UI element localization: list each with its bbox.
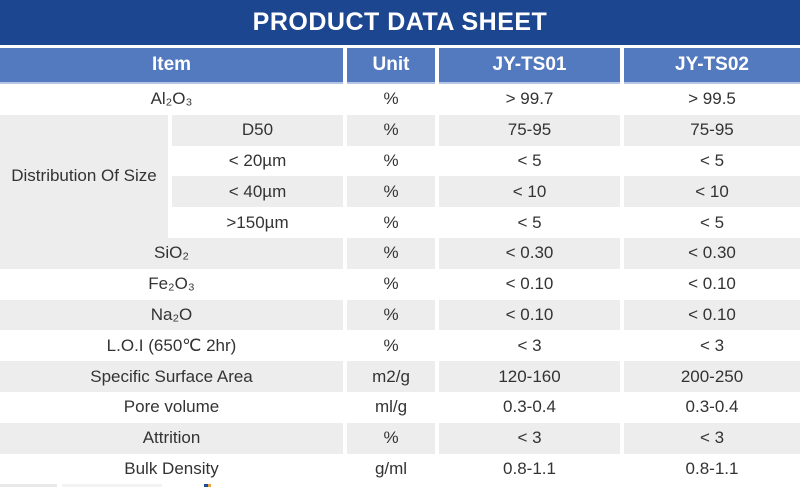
table-row: < 20µm % < 5 < 5 xyxy=(0,145,800,177)
table-row: Pore volume ml/g 0.3-0.4 0.3-0.4 xyxy=(0,391,800,423)
value-cell-ts01: < 3 xyxy=(437,422,625,454)
table-row: Bulk Density g/ml 0.8-1.1 0.8-1.1 xyxy=(0,453,800,485)
value-cell-ts02: < 5 xyxy=(699,212,725,232)
value-cell-ts01: 0.3-0.4 xyxy=(437,391,625,423)
table-row: SiO₂ % < 0.30 < 0.30 xyxy=(0,237,800,269)
unit-cell: m2/g xyxy=(345,361,440,392)
unit-cell: % xyxy=(345,299,440,331)
logo-speck xyxy=(208,484,211,487)
table-row: Fe₂O₃ % < 0.10 < 0.10 xyxy=(0,268,800,300)
column-header-item: Item xyxy=(0,48,348,84)
value-cell-ts01: < 3 xyxy=(437,330,625,362)
unit-cell: % xyxy=(345,145,440,177)
value-cell-ts01: 120-160 xyxy=(437,361,625,392)
value-cell-ts01: 75-95 xyxy=(437,114,625,146)
value-cell-ts01: < 5 xyxy=(437,145,625,177)
page-title: PRODUCT DATA SHEET xyxy=(252,8,548,36)
value-cell-ts02: < 3 xyxy=(699,335,725,355)
item-cell: SiO₂ xyxy=(0,237,348,269)
table-row: Attrition % < 3 < 3 xyxy=(0,422,800,454)
item-cell: Na₂O xyxy=(0,299,348,331)
value-cell-ts01: < 0.10 xyxy=(437,299,625,331)
unit-cell: % xyxy=(345,268,440,300)
table-row: Specific Surface Area m2/g 120-160 200-2… xyxy=(0,361,800,392)
unit-cell: % xyxy=(345,114,440,146)
logo-speck xyxy=(204,484,208,487)
item-cell: Pore volume xyxy=(0,391,348,423)
item-cell: L.O.I (650℃ 2hr) xyxy=(0,330,348,362)
value-cell-ts02: 75-95 xyxy=(622,114,800,146)
table-row: Na₂O % < 0.10 < 0.10 xyxy=(0,299,800,331)
group-cell-distribution: Distribution Of Size xyxy=(0,114,172,238)
value-cell-ts02: > 99.5 xyxy=(688,89,736,109)
unit-cell: % xyxy=(345,237,440,269)
table-row: L.O.I (650℃ 2hr) % < 3 < 3 xyxy=(0,330,800,362)
unit-cell: g/ml xyxy=(345,453,440,485)
spec-table: Item Unit JY-TS01 JY-TS02 Al₂O₃ % > 99.7… xyxy=(0,48,800,485)
item-cell: Attrition xyxy=(0,422,348,454)
unit-cell: % xyxy=(345,330,440,362)
item-cell: Al₂O₃ xyxy=(0,83,348,115)
item-cell: Fe₂O₃ xyxy=(0,268,348,300)
unit-cell: % xyxy=(345,83,440,115)
table-row: < 40µm % < 10 < 10 xyxy=(0,176,800,208)
value-cell-ts01: > 99.7 xyxy=(437,83,625,115)
value-cell-ts01: < 5 xyxy=(437,207,625,238)
item-cell: Bulk Density xyxy=(0,453,348,485)
value-cell-ts02: < 5 xyxy=(699,150,725,170)
title-bar: PRODUCT DATA SHEET xyxy=(0,0,800,45)
value-cell-ts02: 0.8-1.1 xyxy=(685,458,739,478)
column-header-ts02: JY-TS02 xyxy=(622,48,800,84)
value-cell-ts02: < 0.30 xyxy=(622,237,800,269)
value-cell-ts01: 0.8-1.1 xyxy=(437,453,625,485)
column-header-unit: Unit xyxy=(345,48,440,84)
unit-cell: ml/g xyxy=(345,391,440,423)
sub-item-cell: < 40µm xyxy=(170,176,348,208)
sub-item-cell: >150µm xyxy=(170,207,348,238)
next-row-sliver-segment xyxy=(0,484,57,487)
next-row-sliver xyxy=(0,484,162,487)
unit-cell: % xyxy=(345,176,440,208)
value-cell-ts01: < 0.10 xyxy=(437,268,625,300)
value-cell-ts02: < 0.10 xyxy=(688,274,736,294)
table-row: Distribution Of Size D50 % 75-95 75-95 xyxy=(0,114,800,238)
unit-cell: % xyxy=(345,207,440,238)
sub-item-cell: D50 xyxy=(170,114,348,146)
value-cell-ts01: < 10 xyxy=(437,176,625,208)
value-cell-ts02: < 3 xyxy=(622,422,800,454)
value-cell-ts01: < 0.30 xyxy=(437,237,625,269)
item-cell: Specific Surface Area xyxy=(0,361,348,392)
column-header-ts01: JY-TS01 xyxy=(437,48,625,84)
table-row: Al₂O₃ % > 99.7 > 99.5 xyxy=(0,83,800,115)
value-cell-ts02: 200-250 xyxy=(622,361,800,392)
table-row: >150µm % < 5 < 5 xyxy=(0,207,800,238)
value-cell-ts02: < 10 xyxy=(622,176,800,208)
header-row: Item Unit JY-TS01 JY-TS02 xyxy=(0,48,800,84)
sub-item-cell: < 20µm xyxy=(170,145,348,177)
next-row-sliver-segment xyxy=(62,484,162,487)
value-cell-ts02: 0.3-0.4 xyxy=(685,397,739,417)
unit-cell: % xyxy=(345,422,440,454)
value-cell-ts02: < 0.10 xyxy=(622,299,800,331)
